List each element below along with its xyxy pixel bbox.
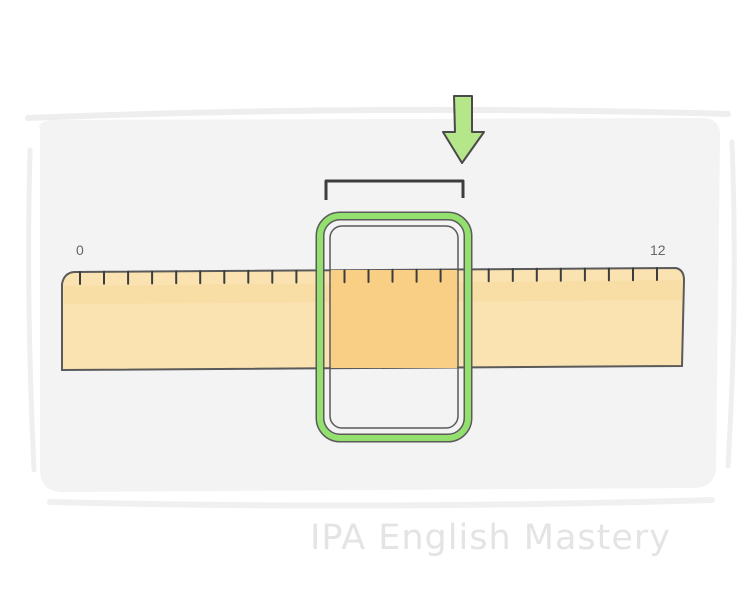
watermark: IPA English Mastery	[310, 518, 672, 558]
ruler-start-label: 0	[76, 242, 84, 258]
ruler	[61, 266, 686, 372]
ruler-end-label: 12	[650, 242, 666, 258]
ruler-highlight-band	[331, 270, 457, 368]
measure-bracket	[324, 179, 465, 200]
highlight-frame-fill	[317, 213, 471, 441]
highlight-frame-inner	[329, 225, 459, 429]
down-arrow-icon	[442, 95, 485, 164]
ruler-ticks	[79, 267, 658, 285]
